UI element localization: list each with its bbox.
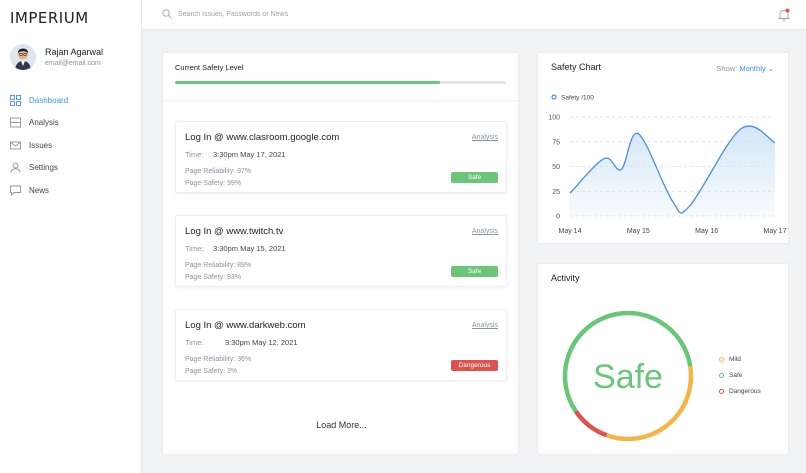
legend-item-mild: Mild xyxy=(719,356,741,363)
x-tick-label: May 16 xyxy=(695,228,718,235)
load-more-button[interactable]: Load More... xyxy=(316,420,367,430)
user-email: email@email.com xyxy=(45,60,101,67)
y-tick-label: 0 xyxy=(556,214,560,221)
period-select-value: Monthly xyxy=(739,64,766,73)
top-bar xyxy=(142,0,806,30)
sidebar-item-label: Dashboard xyxy=(29,96,69,105)
entry-time-label: Time: xyxy=(185,338,204,347)
analysis-link[interactable]: Analysis xyxy=(471,322,498,329)
chat-icon xyxy=(10,185,21,196)
sidebar-item-label: News xyxy=(29,186,50,195)
search-icon xyxy=(162,9,172,19)
user-name: Rajan Agarwal xyxy=(45,47,104,57)
legend-item-safe: Safe xyxy=(719,372,742,379)
status-badge: Safe xyxy=(451,266,498,277)
safety-level-card: Current Safety Level Log In @ www.clasro… xyxy=(162,52,519,455)
dashboard-icon xyxy=(10,95,21,106)
status-badge: Safe xyxy=(451,172,498,183)
y-tick-label: 50 xyxy=(552,164,560,171)
sidebar-item-label: Analysis xyxy=(29,118,59,127)
series-area xyxy=(570,126,775,216)
x-tick-label: May 15 xyxy=(627,228,650,235)
legend-label: Mild xyxy=(729,356,741,363)
entry-reliability: Page Reliability: 97% xyxy=(185,168,252,175)
entry-safety: Page Safety: 99% xyxy=(185,180,242,187)
chevron-down-icon: ⌄ xyxy=(767,64,774,73)
y-tick-label: 100 xyxy=(548,115,560,122)
entry-title: Log In @ www.clasroom.google.com xyxy=(185,132,340,143)
user-icon xyxy=(10,162,21,173)
entry-title: Log In @ www.twitch.tv xyxy=(185,226,284,237)
safety-chart-card: Safety Chart Show: Monthly ⌄ Safety /100… xyxy=(537,52,789,244)
legend-marker xyxy=(719,356,724,362)
app-logo: IMPERIUM xyxy=(10,9,89,27)
legend-marker xyxy=(719,372,724,378)
log-entry[interactable]: Log In @ www.darkweb.com Analysis Time: … xyxy=(175,309,507,381)
entry-time-label: Time: xyxy=(185,150,204,159)
mail-icon xyxy=(10,141,21,150)
sidebar-item-analysis[interactable]: Analysis xyxy=(10,116,135,132)
entry-time: 3:30pm May 15, 2021 xyxy=(213,244,286,253)
entry-time-label: Time: xyxy=(185,244,204,253)
activity-title: Activity xyxy=(551,273,580,283)
safety-progress-fill xyxy=(175,81,440,84)
activity-donut-chart: Safe xyxy=(562,310,694,442)
donut-segment-safe xyxy=(562,310,693,413)
entry-title: Log In @ www.darkweb.com xyxy=(185,320,306,331)
x-tick-label: May 17 xyxy=(764,228,787,235)
legend-item-dangerous: Dangerous xyxy=(719,388,761,395)
analysis-link[interactable]: Analysis xyxy=(471,134,498,141)
user-profile[interactable]: Rajan Agarwal email@email.com xyxy=(10,44,135,76)
donut-center-label: Safe xyxy=(593,358,663,396)
safety-level-title: Current Safety Level xyxy=(175,63,244,72)
activity-card: Activity Safe Mild Safe Dangerous xyxy=(537,263,789,455)
log-entry[interactable]: Log In @ www.twitch.tv Analysis Time: 3:… xyxy=(175,215,507,287)
sidebar-item-issues[interactable]: Issues xyxy=(10,139,135,155)
legend-label: Safe xyxy=(729,372,743,379)
safety-progress-bar xyxy=(175,81,506,84)
legend-marker xyxy=(719,388,724,394)
sidebar-item-news[interactable]: News xyxy=(10,184,135,200)
sidebar-item-label: Issues xyxy=(29,141,53,150)
legend-label: Safety /100 xyxy=(561,95,594,102)
donut-segment-mild xyxy=(605,365,694,442)
legend-marker xyxy=(551,94,557,100)
series-line xyxy=(569,125,776,214)
entry-time: 3:30pm May 17, 2021 xyxy=(213,150,286,159)
search-input[interactable] xyxy=(178,7,478,21)
period-select[interactable]: Show: Monthly ⌄ xyxy=(716,64,774,73)
entry-reliability: Page Reliability: 89% xyxy=(185,262,252,269)
safety-line-chart: Safety /100 0 25 50 75 100 May 14 May 15 May 16 M… xyxy=(548,94,787,235)
sidebar: IMPERIUM Rajan Agarwal email@email.com D… xyxy=(0,0,142,473)
y-tick-label: 75 xyxy=(552,139,560,146)
sidebar-item-settings[interactable]: Settings xyxy=(10,161,135,177)
entry-time: 3:30pm May 12, 2021 xyxy=(225,338,298,347)
analysis-icon xyxy=(10,117,21,128)
legend-label: Dangerous xyxy=(729,388,761,395)
log-entry[interactable]: Log In @ www.clasroom.google.com Analysi… xyxy=(175,121,507,193)
donut-segment-dangerous xyxy=(574,410,608,438)
avatar xyxy=(10,44,36,70)
safety-chart-title: Safety Chart xyxy=(551,62,602,72)
entry-safety: Page Safety: 3% xyxy=(185,368,238,375)
analysis-link[interactable]: Analysis xyxy=(471,228,498,235)
sidebar-item-label: Settings xyxy=(29,163,58,172)
sidebar-item-dashboard[interactable]: Dashboard xyxy=(10,94,135,110)
status-badge: Dangerous xyxy=(451,360,498,371)
entry-safety: Page Safety: 93% xyxy=(185,274,242,281)
entry-reliability: Page Reliability: 36% xyxy=(185,356,252,363)
notification-bell-icon[interactable] xyxy=(778,8,790,21)
divider xyxy=(163,100,518,101)
y-tick-label: 25 xyxy=(552,189,560,196)
period-select-label: Show: xyxy=(716,64,738,73)
x-tick-label: May 14 xyxy=(559,228,582,235)
